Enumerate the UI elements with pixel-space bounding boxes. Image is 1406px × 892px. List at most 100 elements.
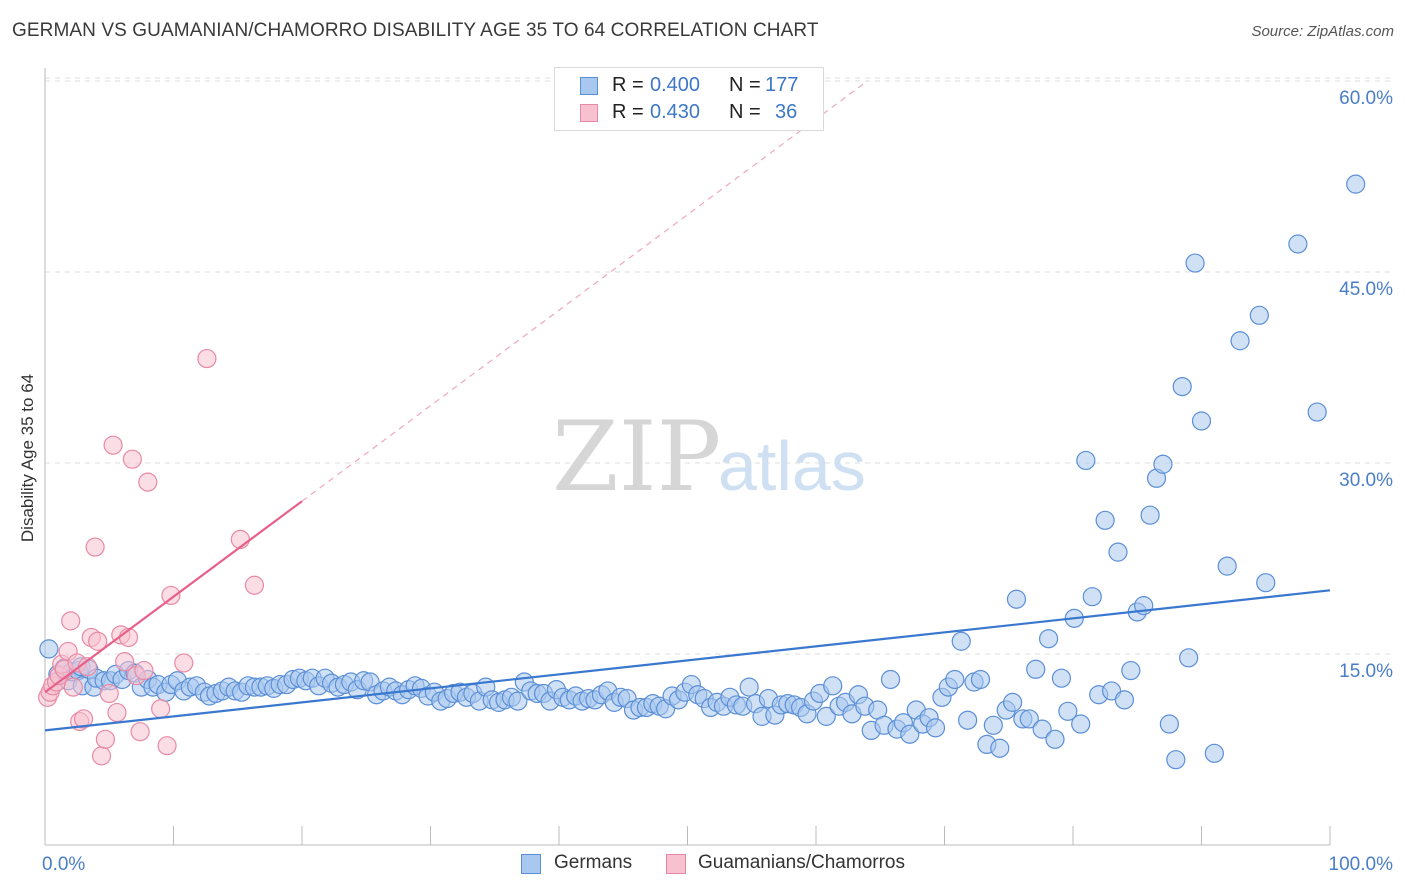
data-point (39, 639, 59, 659)
data-point (1140, 505, 1160, 525)
data-point (1045, 729, 1065, 749)
data-point (1019, 709, 1039, 729)
data-point (61, 611, 81, 631)
data-point (1153, 454, 1173, 474)
data-point (1032, 719, 1052, 739)
data-point (1159, 714, 1179, 734)
data-point (1172, 377, 1192, 397)
data-point (925, 718, 946, 738)
data-point (1346, 174, 1366, 194)
bottom-swatch-guamanians (666, 854, 686, 874)
data-point (1058, 701, 1078, 721)
data-point (1095, 510, 1115, 530)
correlation-legend: R = 0.400 N = 177 R = 0.430 N = 36 (554, 67, 824, 131)
data-point (1071, 714, 1091, 734)
gridlines (45, 77, 1392, 655)
data-point (983, 715, 1003, 735)
axes (44, 68, 1331, 846)
data-point (63, 677, 83, 697)
legend-n-label: N = (729, 74, 761, 96)
legend-n-label: N = (729, 101, 761, 123)
data-point (1166, 750, 1186, 770)
tick-labels: 15.0% 30.0% 45.0% 60.0% 0.0% 100.0% (42, 88, 1393, 875)
legend-row-germans: R = 0.400 N = 177 (555, 74, 823, 98)
legend-n-value: 36 (775, 101, 798, 123)
y-tick-label: 15.0% (1339, 661, 1393, 682)
data-point (1121, 660, 1141, 681)
data-point (122, 449, 142, 469)
data-point (1179, 648, 1199, 668)
data-point (1307, 402, 1327, 422)
data-point (115, 652, 135, 672)
data-point (1230, 331, 1250, 351)
data-point (739, 677, 759, 697)
legend-r-label: R = (612, 74, 644, 96)
data-point (880, 669, 901, 690)
legend-row-guamanians: R = 0.430 N = 36 (555, 101, 823, 125)
y-tick-label: 60.0% (1339, 88, 1393, 109)
legend-swatch-germans (580, 77, 598, 95)
data-point (107, 702, 127, 723)
x-tick-label: 100.0% (1329, 854, 1394, 875)
data-point (945, 669, 965, 690)
data-point (85, 537, 105, 557)
data-point (1051, 668, 1072, 688)
data-point (970, 669, 991, 690)
data-point (151, 699, 171, 719)
data-point (197, 348, 217, 369)
data-point (174, 653, 194, 673)
trend-lines (44, 80, 1331, 732)
data-point (816, 706, 836, 726)
bottom-swatch-germans (521, 854, 541, 874)
data-point (99, 683, 119, 704)
data-point (958, 710, 978, 730)
data-point (1256, 573, 1276, 593)
chart-title: GERMAN VS GUAMANIAN/CHAMORRO DISABILITY … (12, 20, 819, 41)
data-point (73, 709, 94, 729)
data-point (990, 738, 1010, 758)
legend-r-value: 0.400 (650, 74, 701, 96)
legend-n-value: 177 (765, 74, 799, 96)
data-point (1082, 587, 1102, 607)
data-point (88, 631, 108, 651)
data-point (1108, 542, 1128, 562)
data-point (161, 585, 181, 606)
data-point (1038, 629, 1059, 649)
legend-swatch-guamanians (580, 104, 598, 122)
data-point (1217, 556, 1237, 576)
data-point (1114, 690, 1135, 710)
series-guamanians (37, 348, 265, 766)
watermark-atlas: atlas (718, 427, 866, 505)
data-point (823, 676, 843, 696)
data-point (103, 435, 123, 455)
x-tick-label: 0.0% (42, 854, 85, 875)
data-point (1026, 659, 1046, 679)
data-point (900, 724, 920, 744)
trend-extension-guamanians (301, 80, 868, 502)
data-point (95, 729, 115, 749)
data-point (1185, 253, 1205, 273)
bottom-label-germans: Germans (554, 852, 633, 873)
data-point (1191, 411, 1212, 431)
data-point (1204, 743, 1224, 763)
legend-r-value: 0.430 (650, 101, 701, 123)
data-point (1006, 589, 1027, 609)
data-point (1288, 234, 1308, 254)
data-point (134, 660, 154, 681)
data-point (130, 722, 150, 742)
data-point (1076, 450, 1096, 471)
trend-line-guamanians (44, 500, 303, 694)
data-point (244, 575, 265, 595)
watermark-zip: ZIP (552, 401, 721, 513)
data-point (138, 472, 158, 492)
data-point (508, 691, 528, 711)
data-point (91, 746, 112, 766)
data-point (951, 631, 971, 651)
source-label: Source: ZipAtlas.com (1251, 23, 1394, 40)
legend-r-label: R = (612, 101, 644, 123)
y-tick-label: 30.0% (1339, 470, 1393, 491)
data-point (157, 736, 177, 756)
data-point (1249, 305, 1269, 325)
watermark: ZIP atlas (552, 401, 866, 513)
